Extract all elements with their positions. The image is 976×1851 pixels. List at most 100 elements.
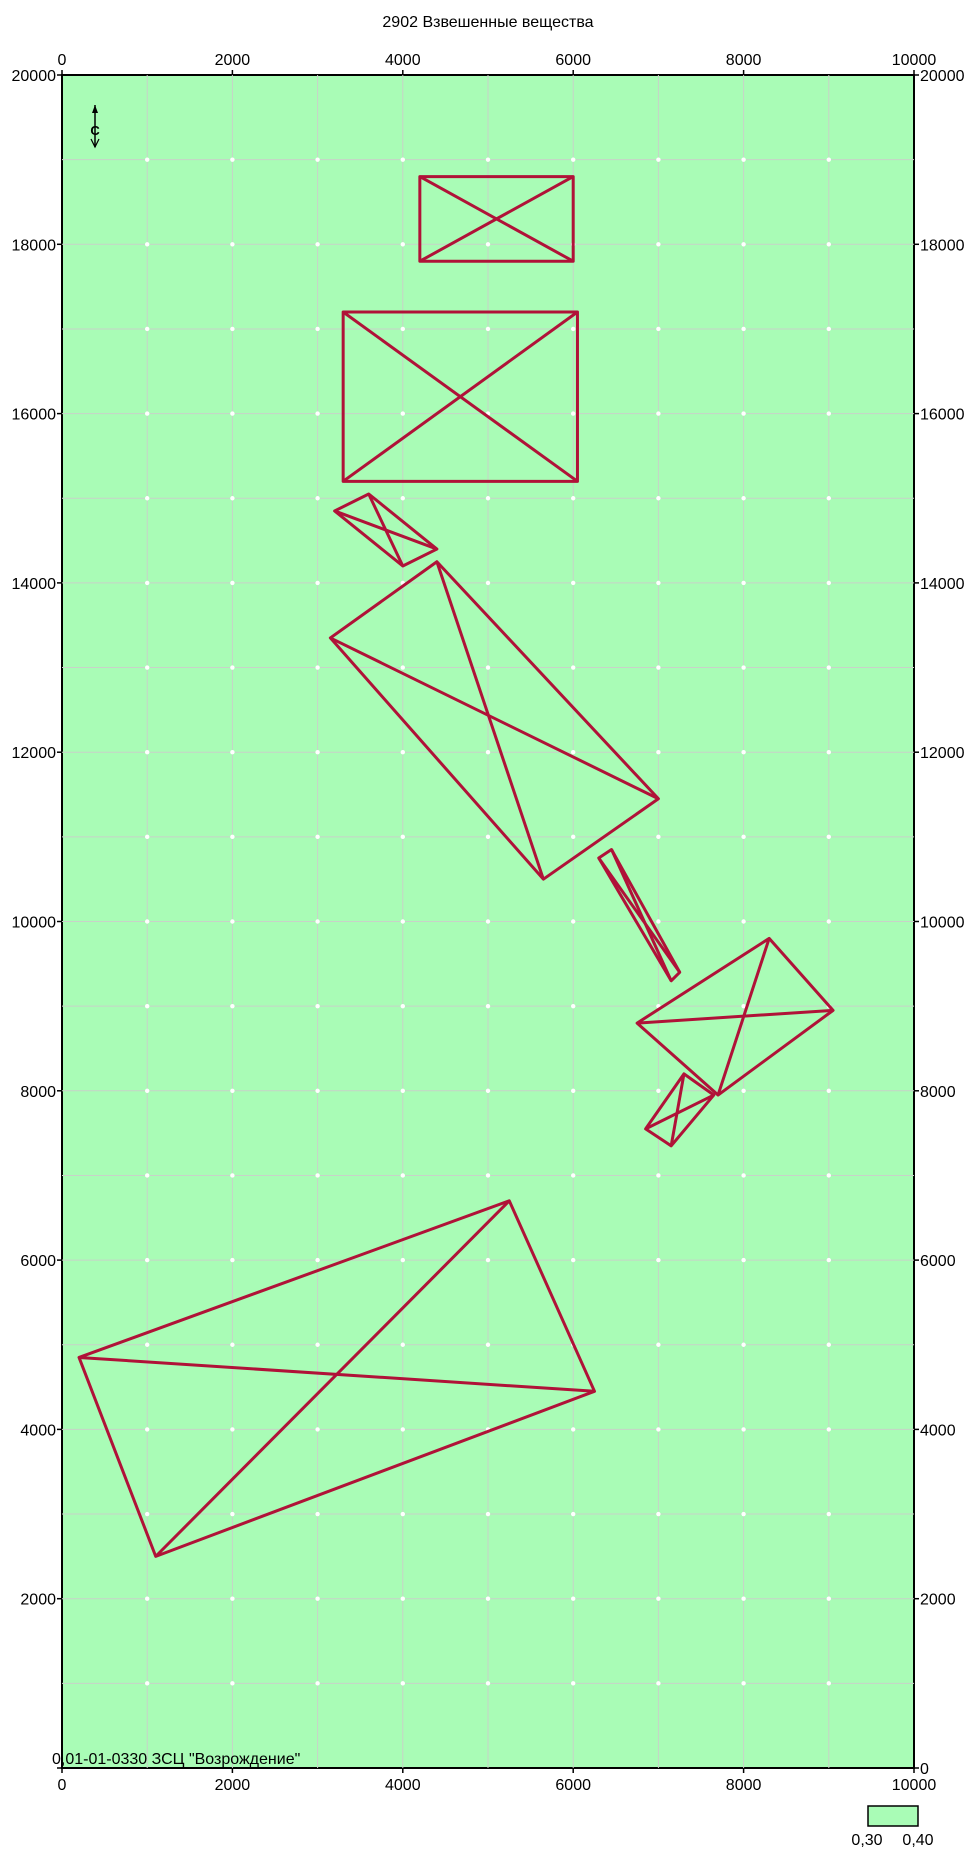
grid-node	[230, 1173, 235, 1178]
y-tick-label-right: 20000	[920, 68, 965, 85]
grid-node	[400, 750, 405, 755]
grid-node	[400, 326, 405, 332]
grid-node	[826, 1257, 831, 1263]
grid-lines	[62, 75, 914, 1768]
grid-node	[571, 157, 576, 162]
grid-node	[315, 1681, 320, 1686]
grid-node	[826, 1342, 831, 1347]
grid-node	[145, 242, 150, 247]
grid-node	[485, 665, 491, 670]
grid-node	[315, 919, 320, 924]
grid-node	[315, 750, 320, 755]
y-tick-label-right: 2000	[920, 1592, 956, 1609]
grid-node	[656, 411, 661, 416]
y-tick-label-left: 10000	[12, 915, 57, 932]
x-axis-bottom: 0 2000 4000 6000 8000 10000	[58, 1768, 937, 1794]
x-tick-label-top: 10000	[892, 52, 937, 69]
grid-node	[656, 1427, 661, 1432]
grid-node	[741, 834, 746, 840]
grid-node	[315, 1003, 320, 1009]
grid-node	[485, 1088, 491, 1094]
grid-node	[145, 496, 150, 501]
zone-diagonal	[644, 1093, 715, 1131]
grid-node	[571, 1088, 576, 1094]
y-tick-label-left: 18000	[12, 237, 57, 254]
zone-diagonal	[78, 1355, 595, 1393]
grid-node	[230, 326, 235, 332]
x-tick-label-bottom: 10000	[892, 1777, 937, 1794]
grid-node	[485, 1511, 491, 1517]
y-axis-right: 0 2000 4000 6000 8000 10000 12000 14000 16000 180…	[914, 68, 965, 1778]
grid-node	[571, 750, 576, 755]
grid-node	[485, 1681, 491, 1686]
grid-node	[826, 496, 831, 501]
grid-node	[571, 1257, 576, 1263]
grid-node	[400, 1511, 405, 1517]
grid-node	[741, 1088, 746, 1094]
grid-node	[230, 580, 235, 586]
legend-swatch	[867, 1805, 919, 1827]
grid-node	[571, 834, 576, 840]
map-title: 2902 Взвешенные вещества	[382, 14, 593, 31]
grid-node	[741, 665, 746, 670]
grid-node	[230, 1511, 235, 1517]
grid-node	[485, 1003, 491, 1009]
grid-node	[400, 411, 405, 416]
grid-node	[230, 1088, 235, 1094]
grid-node	[656, 665, 661, 670]
grid-node	[741, 1173, 746, 1178]
grid-node	[400, 1342, 405, 1347]
grid-node	[656, 750, 661, 755]
y-tick-label-right: 4000	[920, 1422, 956, 1439]
grid-node	[485, 1173, 491, 1178]
x-tick-label-top: 6000	[555, 52, 591, 69]
y-tick-label-right: 0	[920, 1761, 929, 1778]
grid-node	[400, 496, 405, 501]
north-letter: С	[90, 123, 100, 138]
grid-node	[485, 157, 491, 162]
grid-node	[315, 496, 320, 501]
grid-node	[485, 919, 491, 924]
grid-node	[315, 834, 320, 840]
grid-node	[230, 496, 235, 501]
grid-node	[741, 326, 746, 332]
y-tick-label-left: 4000	[20, 1422, 56, 1439]
legend: 0,30 0,40	[851, 1805, 934, 1849]
x-axis-top: 0 2000 4000 6000 8000 10000	[58, 52, 937, 75]
grid-node	[145, 750, 150, 755]
zone-bottom-large	[77, 1199, 596, 1558]
grid-node	[741, 1427, 746, 1432]
grid-node	[145, 1003, 150, 1009]
grid-node	[400, 834, 405, 840]
grid-node	[230, 157, 235, 162]
y-tick-label-right: 14000	[920, 576, 965, 593]
grid-node	[230, 242, 235, 247]
grid-node	[656, 1596, 661, 1601]
grid-node	[145, 1257, 150, 1263]
grid-node	[826, 1427, 831, 1432]
grid-node	[741, 1342, 746, 1347]
grid-node	[400, 1173, 405, 1178]
grid-node	[826, 1681, 831, 1686]
grid-node	[741, 1511, 746, 1517]
grid-node	[145, 580, 150, 586]
grid-node	[315, 326, 320, 332]
y-tick-label-right: 18000	[920, 237, 965, 254]
y-tick-label-left: 8000	[20, 1084, 56, 1101]
grid-node	[145, 834, 150, 840]
grid-node	[400, 242, 405, 247]
grid-node	[400, 1003, 405, 1009]
grid-node	[485, 242, 491, 247]
grid-node	[400, 1427, 405, 1432]
y-tick-label-left: 6000	[20, 1253, 56, 1270]
grid-node	[571, 496, 576, 501]
grid-node	[230, 1257, 235, 1263]
grid-node	[571, 1681, 576, 1686]
x-tick-label-bottom: 0	[58, 1777, 67, 1794]
grid-node	[230, 1342, 235, 1347]
y-axis-left: 2000 4000 6000 8000 10000 12000 14000 16000 1800…	[12, 68, 62, 1769]
grid-node	[145, 1427, 150, 1432]
grid-node	[656, 496, 661, 501]
grid-node	[826, 919, 831, 924]
grid-node	[315, 1596, 320, 1601]
